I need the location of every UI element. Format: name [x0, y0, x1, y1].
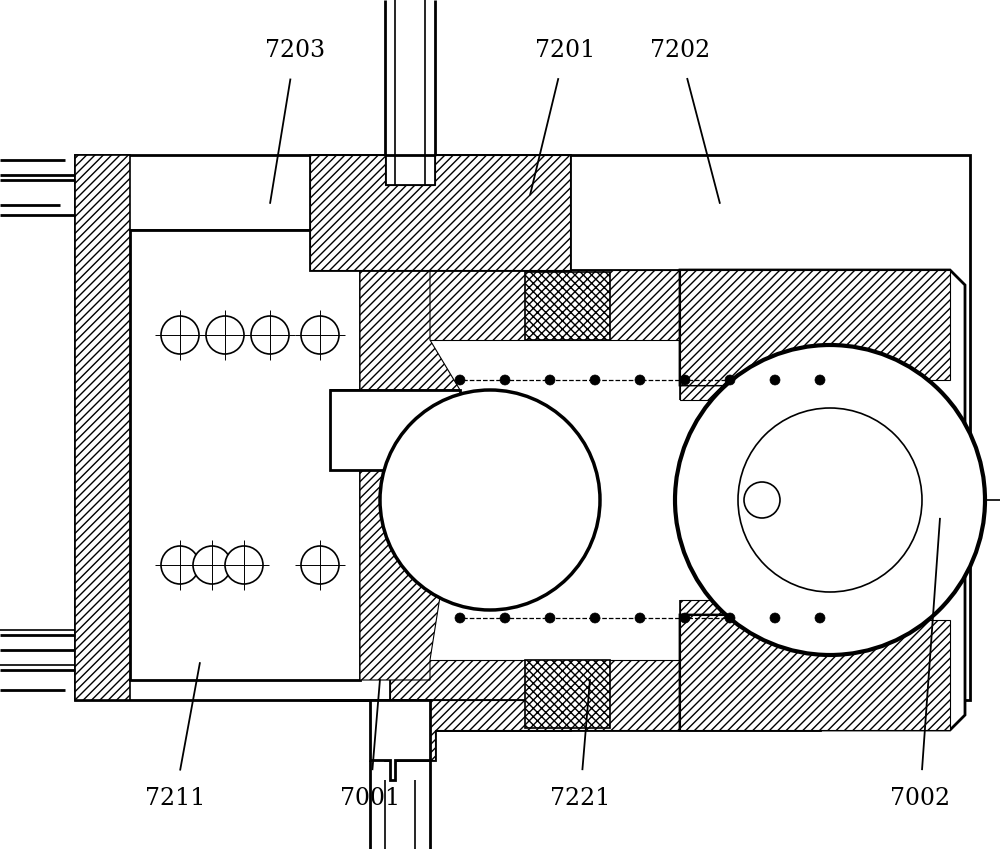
Polygon shape: [310, 700, 570, 760]
Circle shape: [193, 546, 231, 584]
Text: 7211: 7211: [145, 786, 205, 810]
Polygon shape: [680, 270, 950, 385]
Text: 7202: 7202: [650, 39, 710, 63]
Text: 7002: 7002: [890, 786, 950, 810]
Polygon shape: [310, 700, 570, 760]
Circle shape: [301, 546, 339, 584]
Circle shape: [161, 316, 199, 354]
Circle shape: [770, 613, 780, 623]
Polygon shape: [310, 155, 570, 270]
Polygon shape: [680, 270, 965, 730]
Text: 7221: 7221: [550, 786, 610, 810]
Polygon shape: [310, 155, 570, 270]
Circle shape: [744, 482, 780, 518]
Circle shape: [680, 613, 690, 623]
Circle shape: [545, 375, 555, 385]
Circle shape: [738, 408, 922, 592]
Polygon shape: [390, 600, 820, 730]
Circle shape: [500, 375, 510, 385]
Circle shape: [225, 546, 263, 584]
Circle shape: [635, 375, 645, 385]
Circle shape: [675, 345, 985, 655]
Circle shape: [590, 375, 600, 385]
Circle shape: [770, 375, 780, 385]
Bar: [390, 270, 820, 730]
Circle shape: [455, 375, 465, 385]
Text: 7201: 7201: [535, 39, 595, 63]
Polygon shape: [390, 270, 820, 400]
Circle shape: [455, 613, 465, 623]
Circle shape: [815, 375, 825, 385]
Circle shape: [380, 390, 600, 610]
Circle shape: [590, 613, 600, 623]
Polygon shape: [370, 700, 430, 780]
Circle shape: [206, 316, 244, 354]
Bar: [730, 385, 780, 615]
Circle shape: [301, 316, 339, 354]
Circle shape: [815, 613, 825, 623]
Circle shape: [725, 375, 735, 385]
Circle shape: [635, 613, 645, 623]
Circle shape: [161, 546, 199, 584]
Circle shape: [500, 613, 510, 623]
Circle shape: [725, 613, 735, 623]
Bar: [130, 230, 360, 680]
Circle shape: [680, 375, 690, 385]
Polygon shape: [330, 230, 460, 390]
Text: 7001: 7001: [340, 786, 400, 810]
Polygon shape: [75, 155, 360, 700]
Text: 7203: 7203: [265, 39, 325, 63]
Circle shape: [251, 316, 289, 354]
Bar: [75, 155, 970, 700]
Bar: [525, 660, 610, 728]
Bar: [525, 272, 610, 340]
Polygon shape: [330, 470, 460, 680]
Polygon shape: [680, 615, 950, 730]
Circle shape: [545, 613, 555, 623]
Bar: [330, 390, 460, 470]
